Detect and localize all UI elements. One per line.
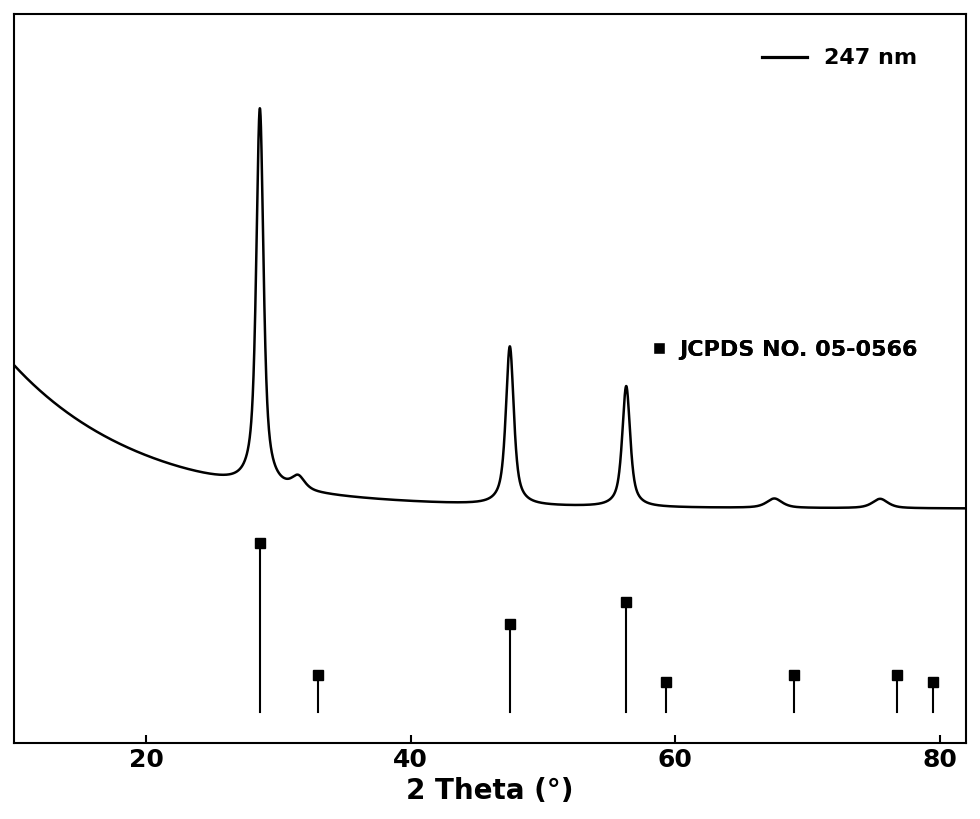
Legend: JCPDS NO. 05-0566: JCPDS NO. 05-0566	[641, 331, 926, 369]
X-axis label: 2 Theta (°): 2 Theta (°)	[407, 777, 573, 805]
